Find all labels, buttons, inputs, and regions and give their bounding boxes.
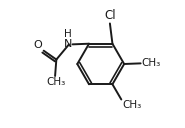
Text: Cl: Cl [105,9,116,22]
Text: CH₃: CH₃ [141,58,161,68]
Text: N: N [64,39,72,49]
Text: H: H [64,29,72,39]
Text: CH₃: CH₃ [122,100,141,110]
Text: O: O [33,40,42,50]
Text: CH₃: CH₃ [47,77,66,87]
